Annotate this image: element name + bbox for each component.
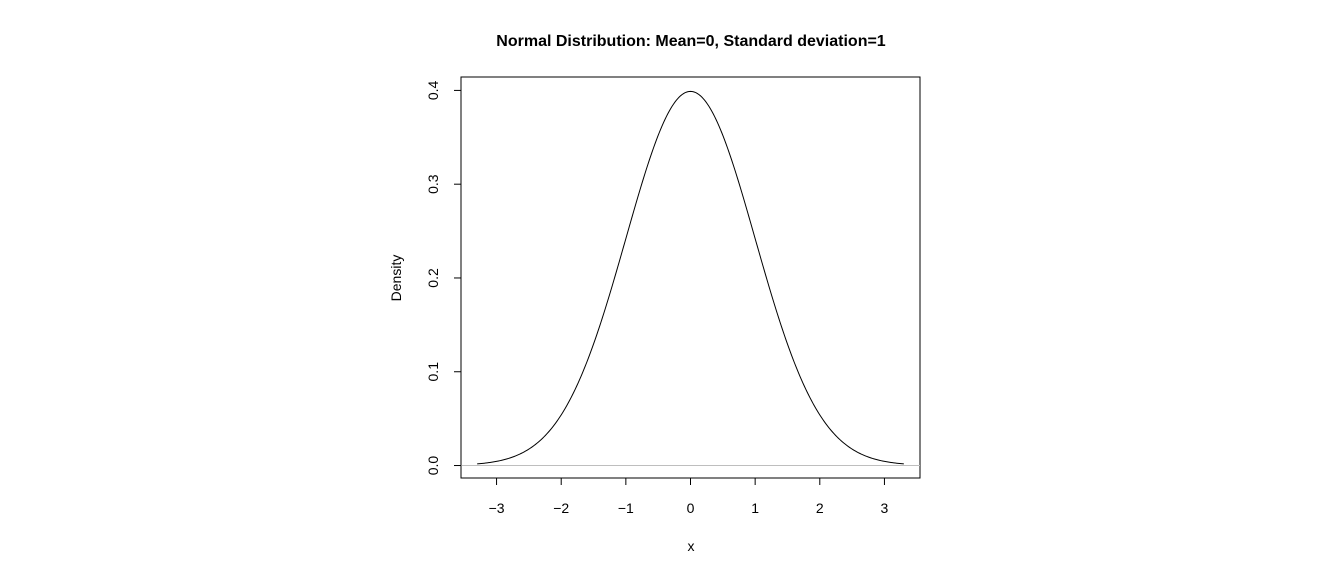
x-tick-label: −3 — [489, 500, 505, 516]
x-tick-label: 0 — [687, 500, 695, 516]
y-tick-label: 0.1 — [425, 362, 441, 382]
plot-box — [460, 76, 921, 479]
y-tick-label: 0.3 — [425, 174, 441, 194]
x-tick-label: 1 — [751, 500, 759, 516]
density-curve — [477, 90, 904, 465]
x-tick-label: 3 — [881, 500, 889, 516]
y-axis: 0.0 0.1 0.2 0.3 0.4 — [425, 80, 462, 476]
y-axis-label: Density — [388, 255, 404, 302]
x-tick-label: −2 — [553, 500, 569, 516]
chart-title: Normal Distribution: Mean=0, Standard de… — [496, 33, 886, 50]
x-axis-label: x — [688, 538, 695, 554]
y-tick-label: 0.0 — [425, 456, 441, 476]
x-tick-label: 2 — [816, 500, 824, 516]
x-axis: −3 −2 −1 0 1 2 3 — [489, 477, 889, 516]
y-tick-label: 0.4 — [425, 80, 441, 100]
x-tick-label: −1 — [618, 500, 634, 516]
y-tick-label: 0.2 — [425, 268, 441, 288]
